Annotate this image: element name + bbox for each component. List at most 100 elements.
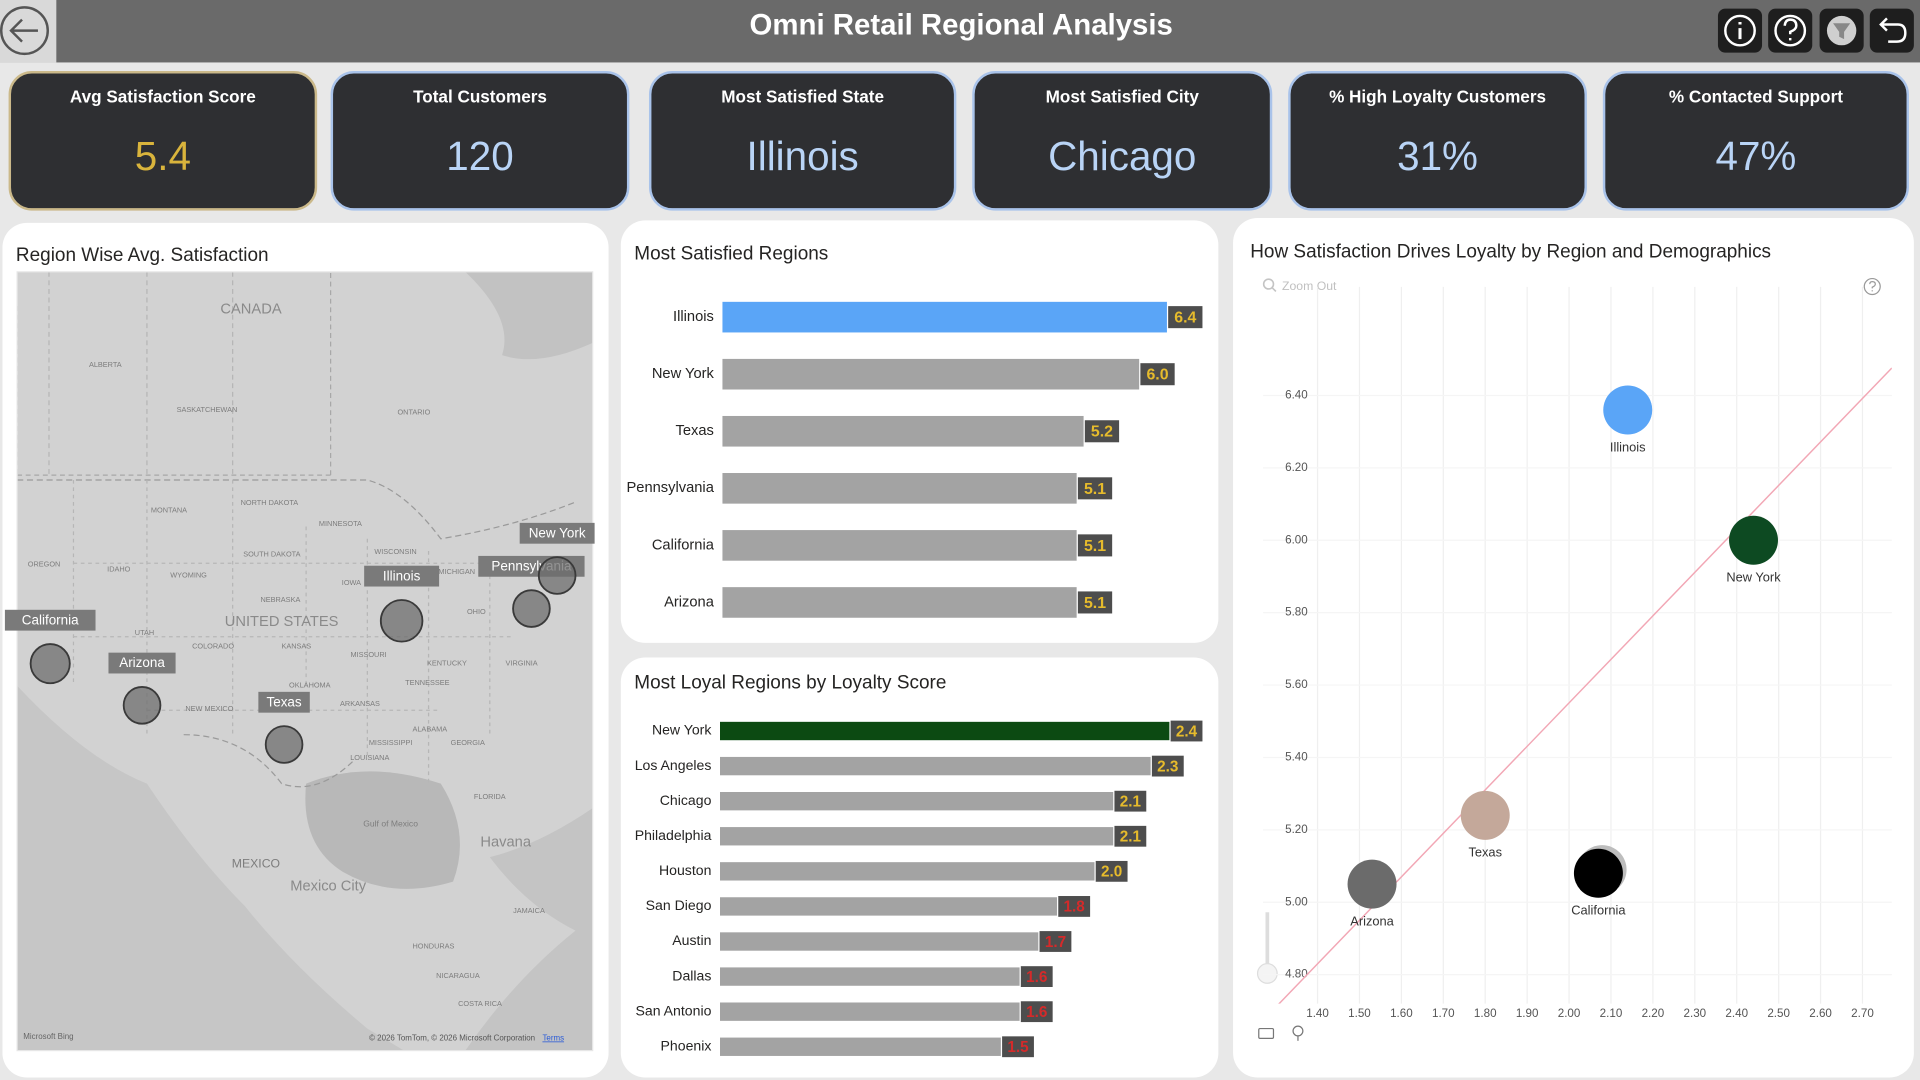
map-place-label: MISSOURI bbox=[350, 650, 386, 659]
data-label-box bbox=[1140, 363, 1175, 386]
card-label: % High Loyalty Customers bbox=[1329, 86, 1546, 106]
data-label-box bbox=[1114, 790, 1147, 812]
back-button[interactable] bbox=[0, 6, 49, 56]
bar bbox=[722, 301, 1167, 333]
point-label: Texas bbox=[1468, 845, 1502, 860]
data-label-box bbox=[1151, 755, 1184, 777]
bar bbox=[720, 1037, 1001, 1056]
info-button[interactable] bbox=[1717, 8, 1763, 53]
card-label: Most Satisfied City bbox=[1046, 86, 1200, 106]
map-place-label: OREGON bbox=[28, 559, 61, 568]
map-bubble bbox=[29, 643, 71, 685]
data-label-box bbox=[1084, 420, 1120, 443]
map-region: Texas bbox=[258, 691, 310, 764]
map-place-label: NEW MEXICO bbox=[185, 704, 233, 713]
map-place-label: MONTANA bbox=[151, 506, 187, 515]
map-place-label: NEBRASKA bbox=[260, 595, 300, 604]
bar bbox=[722, 415, 1084, 447]
x-tick-label: 1.80 bbox=[1474, 1007, 1497, 1020]
data-label-box bbox=[1095, 860, 1128, 882]
data-label: 2.0 bbox=[1101, 864, 1122, 881]
data-label: 5.1 bbox=[1084, 481, 1106, 498]
map-place-label: Mexico City bbox=[290, 878, 367, 894]
map-place-label: MEXICO bbox=[232, 857, 280, 871]
data-label: 1.7 bbox=[1045, 934, 1066, 951]
point-label: New York bbox=[1726, 570, 1781, 585]
y-tick-label: San Antonio bbox=[635, 1002, 711, 1018]
map-region-label: Arizona bbox=[119, 655, 165, 670]
map-bubble bbox=[537, 556, 577, 595]
y-tick-label: Dallas bbox=[672, 967, 711, 983]
bar bbox=[720, 932, 1039, 951]
filter-button[interactable] bbox=[1819, 8, 1864, 53]
card-value: Illinois bbox=[747, 133, 859, 179]
y-tick-label: 5.00 bbox=[1285, 895, 1308, 908]
map-terms: Terms bbox=[542, 1033, 564, 1042]
data-label-box bbox=[1168, 306, 1203, 329]
data-label: 1.8 bbox=[1064, 899, 1086, 916]
card-box bbox=[1602, 71, 1909, 211]
y-tick-label: 6.00 bbox=[1285, 533, 1308, 546]
bar bbox=[720, 721, 1170, 741]
data-label: 1.6 bbox=[1026, 1004, 1047, 1021]
card-value: 47% bbox=[1715, 133, 1796, 179]
map-place-label: OKLAHOMA bbox=[289, 681, 331, 690]
data-label: 2.1 bbox=[1120, 793, 1142, 810]
card-box bbox=[330, 71, 630, 211]
card-label: Total Customers bbox=[413, 86, 547, 106]
zoom-out-button[interactable]: Zoom Out bbox=[1262, 278, 1337, 293]
map-place-label: NORTH DAKOTA bbox=[241, 498, 299, 507]
data-label-box bbox=[1020, 966, 1053, 987]
y-tick-label: Texas bbox=[676, 423, 714, 439]
y-tick-label: 6.20 bbox=[1285, 461, 1308, 474]
trend-line bbox=[1278, 367, 1892, 1004]
data-label-box bbox=[1058, 896, 1091, 917]
map-place-label: IDAHO bbox=[107, 564, 131, 573]
point-label: Illinois bbox=[1610, 439, 1646, 454]
map-region: New York bbox=[519, 522, 595, 595]
point-label: Arizona bbox=[1350, 913, 1394, 928]
point bbox=[1347, 859, 1397, 909]
map-attribution: © 2026 TomTom, © 2026 Microsoft Corporat… bbox=[369, 1033, 535, 1042]
card-box bbox=[1288, 71, 1587, 211]
reset-button[interactable] bbox=[1869, 8, 1914, 53]
header-bar bbox=[0, 0, 1920, 63]
y-tick-label: Philadelphia bbox=[635, 827, 712, 843]
card-value: 5.4 bbox=[135, 133, 191, 179]
map-place-label: WYOMING bbox=[170, 570, 207, 579]
x-tick-label: 1.70 bbox=[1432, 1007, 1455, 1020]
map-bubble bbox=[122, 686, 162, 725]
card-value: Chicago bbox=[1048, 133, 1196, 179]
map-region-label: Texas bbox=[267, 694, 302, 709]
help-button[interactable] bbox=[1768, 8, 1813, 53]
bar bbox=[722, 587, 1077, 618]
x-tick-label: 2.60 bbox=[1809, 1007, 1832, 1020]
map-logo: Microsoft Bing bbox=[23, 1032, 73, 1041]
map-place-label: UNITED STATES bbox=[225, 614, 339, 630]
y-tick-label: Austin bbox=[672, 932, 711, 948]
data-label: 5.1 bbox=[1084, 538, 1106, 555]
data-label-box bbox=[1114, 825, 1147, 847]
kpi-card: Most Satisfied City Chicago bbox=[972, 71, 1273, 211]
chart-help[interactable] bbox=[1863, 277, 1881, 296]
map-place-label: COSTA RICA bbox=[458, 999, 502, 1008]
data-label-box bbox=[1002, 1036, 1034, 1058]
point-label: California bbox=[1571, 903, 1626, 918]
map-place-label: SOUTH DAKOTA bbox=[243, 550, 300, 559]
y-tick-label: 5.40 bbox=[1285, 751, 1308, 764]
visual-icons bbox=[1258, 1025, 1304, 1041]
zoom-slider[interactable] bbox=[1256, 912, 1278, 984]
map-region-label: California bbox=[22, 612, 79, 627]
point bbox=[1573, 848, 1623, 898]
y-tick-label: San Diego bbox=[646, 897, 712, 913]
card-label: % Contacted Support bbox=[1669, 86, 1843, 106]
data-label: 6.4 bbox=[1174, 310, 1196, 327]
bar bbox=[720, 862, 1095, 881]
map-bubble bbox=[512, 589, 551, 628]
x-tick-label: 2.40 bbox=[1725, 1007, 1748, 1020]
y-tick-label: Los Angeles bbox=[635, 757, 712, 773]
map-region: Illinois bbox=[364, 565, 440, 643]
map-place-label: ARKANSAS bbox=[340, 699, 380, 708]
